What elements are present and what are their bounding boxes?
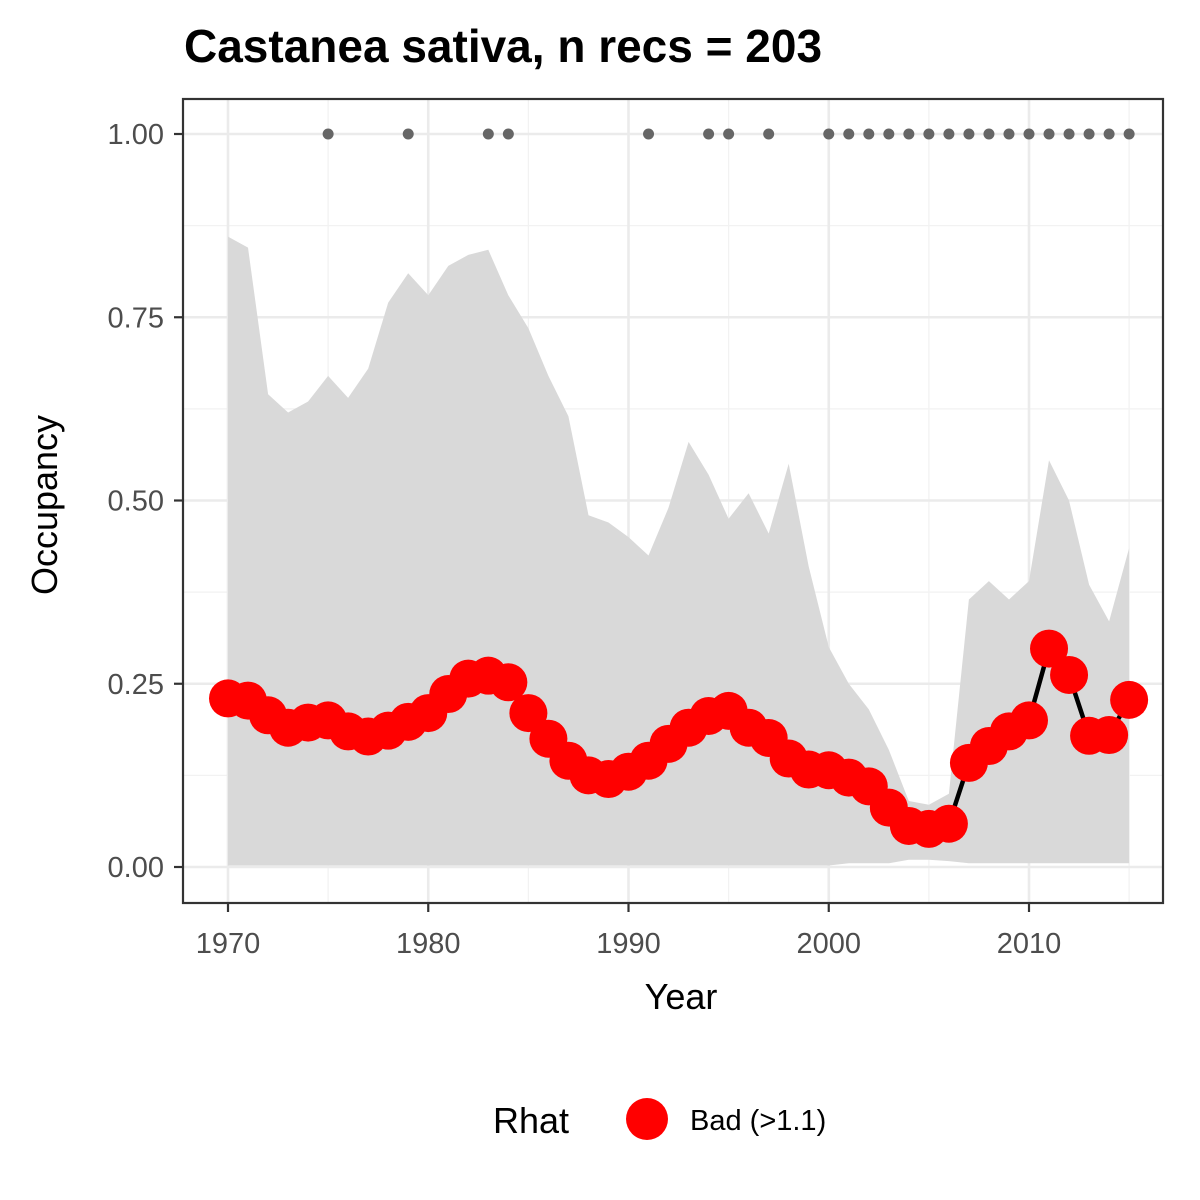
record-point	[502, 128, 514, 140]
occupancy-points	[209, 629, 1149, 848]
occupancy-point	[1050, 655, 1089, 694]
record-point	[943, 128, 955, 140]
legend-label-bad: Bad (>1.1)	[690, 1105, 826, 1137]
record-point	[983, 128, 995, 140]
x-tick-label: 1980	[396, 928, 461, 960]
record-point	[703, 128, 715, 140]
x-tick-label: 1970	[196, 928, 261, 960]
record-point	[903, 128, 915, 140]
x-tick-label: 2010	[997, 928, 1062, 960]
occupancy-point	[1090, 716, 1129, 755]
record-point	[763, 128, 775, 140]
x-axis: 1970 1980 1990 2000 2010	[196, 903, 1062, 960]
record-point	[402, 128, 414, 140]
record-point	[1083, 128, 1095, 140]
y-tick-label: 1.00	[108, 119, 164, 151]
record-point	[883, 128, 895, 140]
record-point	[643, 128, 655, 140]
x-axis-title: Year	[645, 976, 718, 1017]
y-tick-label: 0.25	[108, 669, 164, 701]
legend: Rhat Bad (>1.1)	[493, 1098, 826, 1141]
occupancy-point	[1110, 680, 1149, 719]
y-axis-title: Occupancy	[24, 415, 65, 595]
record-point	[1023, 128, 1035, 140]
occupancy-point	[489, 663, 528, 702]
x-tick-label: 1990	[596, 928, 661, 960]
record-points	[322, 128, 1135, 140]
legend-key-bad	[626, 1098, 668, 1140]
record-point	[1043, 128, 1055, 140]
occupancy-point	[1030, 629, 1069, 668]
record-point	[823, 128, 835, 140]
record-point	[1123, 128, 1135, 140]
record-point	[1063, 128, 1075, 140]
occupancy-point	[1010, 701, 1048, 740]
record-point	[1103, 128, 1115, 140]
y-tick-label: 0.75	[108, 302, 164, 334]
y-tick-label: 0.00	[108, 852, 164, 884]
record-point	[1003, 128, 1015, 140]
legend-title: Rhat	[493, 1100, 569, 1141]
record-point	[963, 128, 975, 140]
x-tick-label: 2000	[796, 928, 861, 960]
occupancy-point	[509, 694, 548, 733]
chart-title: Castanea sativa, n recs = 203	[184, 20, 822, 72]
y-axis: 0.00 0.25 0.50 0.75 1.00	[108, 119, 183, 884]
record-point	[863, 128, 875, 140]
record-point	[843, 128, 855, 140]
record-point	[322, 128, 334, 140]
record-point	[482, 128, 494, 140]
record-point	[723, 128, 735, 140]
occupancy-point	[929, 804, 968, 843]
record-point	[923, 128, 935, 140]
y-tick-label: 0.50	[108, 486, 164, 518]
